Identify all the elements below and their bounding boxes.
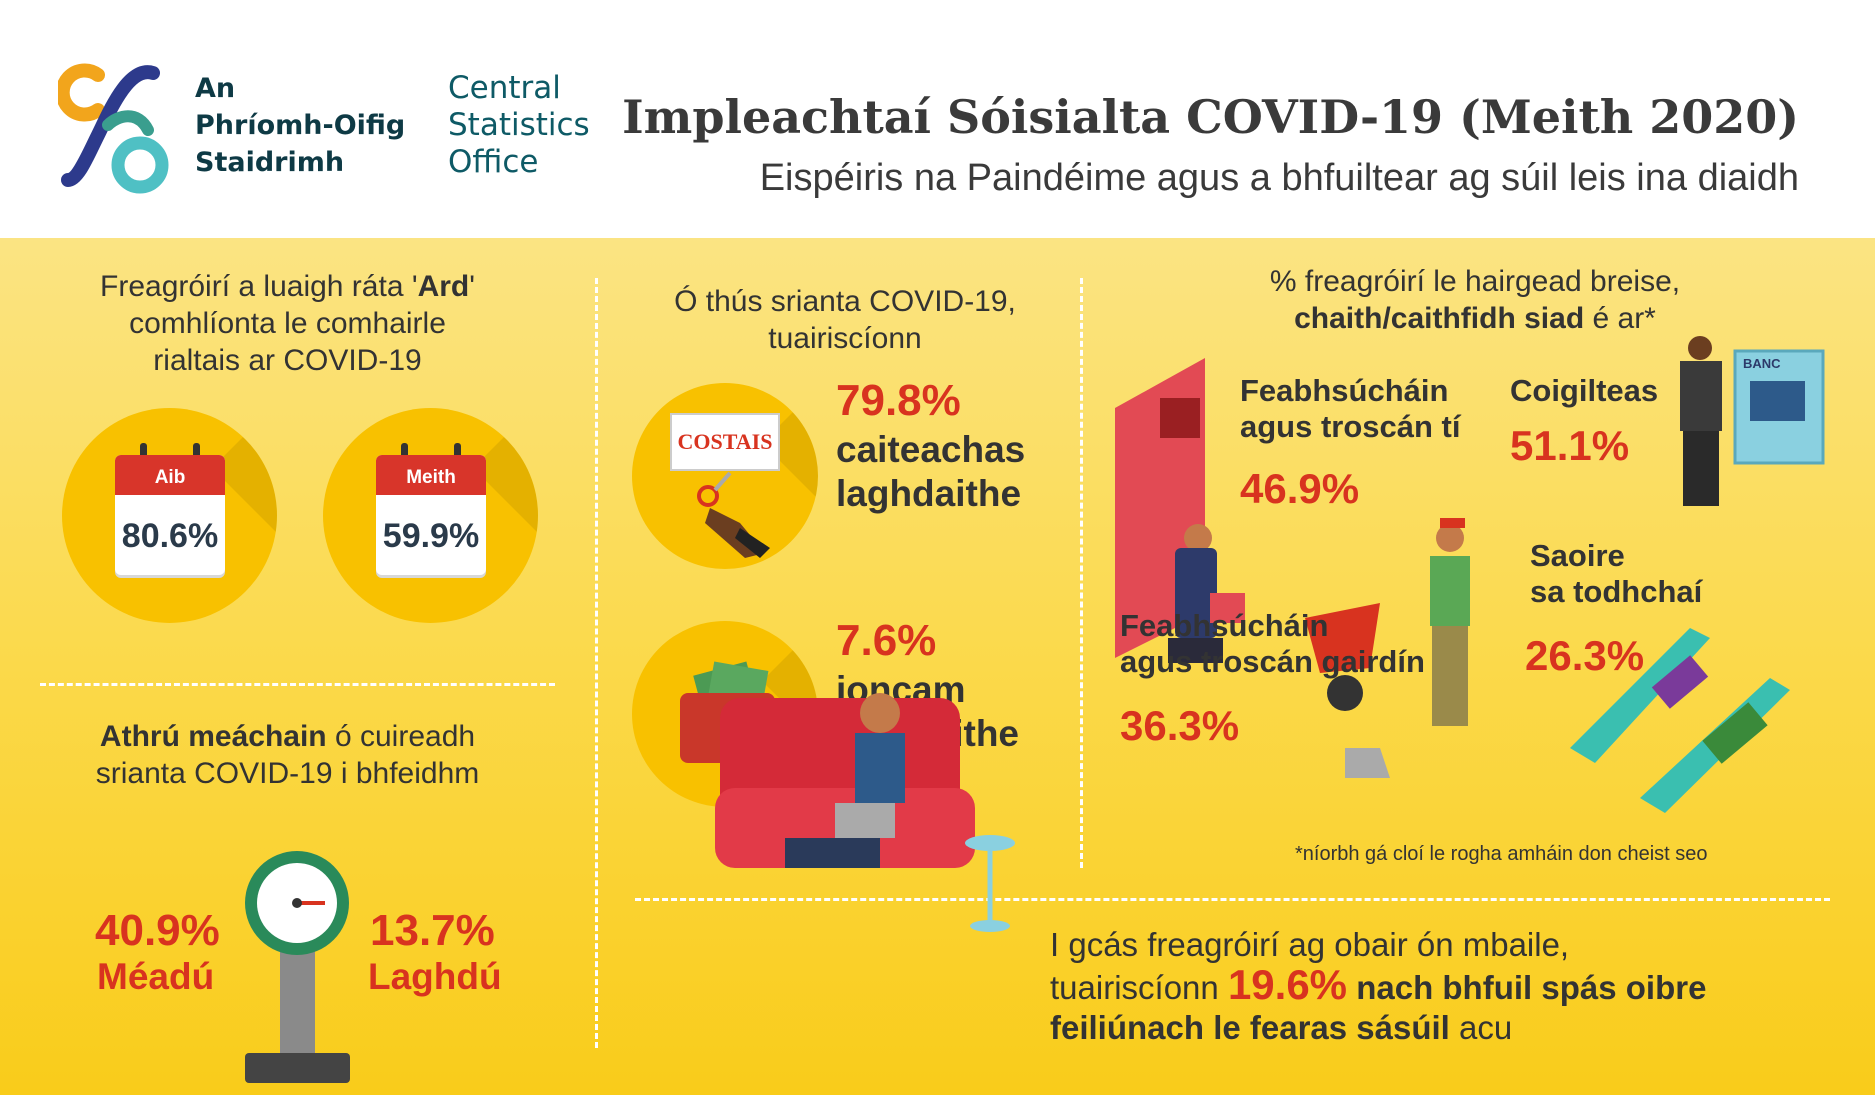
wfh-bold: feiliúnach le fearas sásúil	[1050, 1009, 1450, 1046]
org-name-irish-line: Staidrimh	[195, 147, 345, 178]
extra-money-heading-bold: chaith/caithfidh siad	[1294, 302, 1585, 335]
compliance-heading-line: comhlíonta le comhairle	[129, 307, 446, 340]
holiday-value: 26.3%	[1525, 632, 1645, 679]
costs-sign: COSTAIS	[670, 413, 780, 471]
atm-man-icon	[1680, 336, 1825, 506]
home-label: Feabhsúcháin agus troscán tí	[1240, 373, 1461, 445]
extra-money-heading-line: % freagróirí le hairgead breise,	[1269, 265, 1681, 298]
wfh-value: 19.6%	[1227, 961, 1348, 1008]
scale-icon	[245, 851, 350, 1083]
header: An Phríomh-Oifig Staidrimh Central Stati…	[0, 0, 1875, 238]
weight-decrease-value: 13.7%	[370, 906, 495, 955]
may-compliance-value: 59.9%	[382, 517, 480, 555]
org-name-irish-line: Phríomh-Oifig	[195, 110, 406, 141]
weight-heading-line: srianta COVID-19 i bhfeidhm	[95, 757, 480, 790]
compliance-heading-bold: Ard	[417, 270, 470, 303]
compliance-heading: Freagróirí a luaigh ráta 'Ard' comhlíont…	[30, 268, 545, 379]
shadow	[762, 383, 818, 569]
spending-label-line: laghdaithe	[836, 473, 1022, 514]
weight-decrease-label: Laghdú	[368, 956, 502, 997]
wfh-text: tuairiscíonn	[1050, 969, 1228, 1006]
compliance-heading-line: rialtais ar COVID-19	[153, 344, 422, 377]
gardener-icon	[1305, 518, 1470, 778]
calendar-icon: Meith 59.9%	[376, 443, 486, 575]
income-value: 7.6%	[836, 616, 937, 665]
cso-logo-icon	[58, 63, 169, 194]
wfh-bold: nach bhfuil spás oibre	[1347, 969, 1707, 1006]
home-label-line: agus troscán tí	[1240, 409, 1461, 444]
sunbathers-icon	[1570, 628, 1790, 813]
page-title: Impleachtaí Sóisialta COVID-19 (Meith 20…	[622, 90, 1799, 144]
extra-money-heading: % freagróirí le hairgead breise, chaith/…	[1130, 263, 1820, 337]
garden-label-line: agus troscán gairdín	[1120, 644, 1425, 679]
org-name-english-line: Office	[448, 144, 539, 180]
home-label-line: Feabhsúcháin	[1240, 373, 1449, 408]
wfh-statement: I gcás freagróirí ag obair ón mbaile, tu…	[1050, 925, 1706, 1048]
infographic-panel: Freagróirí a luaigh ráta 'Ard' comhlíont…	[0, 238, 1875, 1095]
sofa-laptop-icon	[715, 693, 1015, 932]
divider-horizontal	[635, 898, 1830, 901]
divider-horizontal	[40, 683, 555, 686]
org-name-english: Central Statistics Office	[448, 70, 590, 181]
compliance-heading-text: '	[469, 270, 475, 303]
spending-label: caiteachas laghdaithe	[836, 428, 1025, 516]
savings-label: Coigilteas	[1510, 373, 1659, 408]
bank-sign: BANC	[1743, 356, 1781, 371]
wfh-text: acu	[1449, 1009, 1513, 1046]
calendar-month: Meith	[376, 455, 486, 495]
april-compliance-value: 80.6%	[121, 517, 219, 555]
painter-icon	[1115, 358, 1245, 663]
page-subtitle: Eispéiris na Paindéime agus a bhfuiltear…	[759, 157, 1799, 199]
weight-heading: Athrú meáchain ó cuireadh srianta COVID-…	[30, 718, 545, 792]
org-name-english-line: Statistics	[448, 107, 590, 143]
org-name-irish: An Phríomh-Oifig Staidrimh	[195, 70, 405, 181]
garden-label: Feabhsúcháin agus troscán gairdín	[1120, 608, 1425, 680]
holiday-label-line: sa todhchaí	[1530, 574, 1703, 609]
savings-value: 51.1%	[1510, 422, 1630, 469]
divider-vertical	[1080, 278, 1083, 868]
divider-vertical	[595, 278, 598, 1048]
spending-value: 79.8%	[836, 376, 961, 425]
weight-heading-bold: Athrú meáchain	[99, 720, 327, 753]
finance-heading: Ó thús srianta COVID-19, tuairiscíonn	[620, 283, 1070, 357]
extra-money-heading-text: é ar*	[1584, 302, 1656, 335]
home-value: 46.9%	[1240, 465, 1360, 512]
garden-label-line: Feabhsúcháin	[1120, 608, 1329, 643]
finance-heading-line: tuairiscíonn	[768, 322, 922, 355]
weight-increase-label: Méadú	[97, 956, 215, 997]
holiday-label-line: Saoire	[1530, 538, 1625, 573]
calendar-month: Aib	[115, 455, 225, 495]
spending-label-line: caiteachas	[836, 429, 1026, 470]
calendar-icon: Aib 80.6%	[115, 443, 225, 575]
garden-value: 36.3%	[1120, 702, 1240, 749]
org-name-irish-line: An	[195, 73, 236, 104]
wfh-line: I gcás freagróirí ag obair ón mbaile,	[1050, 926, 1570, 963]
scissors-hand-icon	[697, 471, 770, 558]
holiday-label: Saoire sa todhchaí	[1530, 538, 1702, 610]
weight-increase-value: 40.9%	[95, 906, 220, 955]
compliance-heading-text: Freagróirí a luaigh ráta '	[100, 270, 418, 303]
org-name-english-line: Central	[448, 70, 561, 106]
finance-heading-line: Ó thús srianta COVID-19,	[674, 285, 1016, 318]
footnote: *níorbh gá cloí le rogha amháin don chei…	[1295, 843, 1708, 865]
weight-heading-text: ó cuireadh	[326, 720, 476, 753]
